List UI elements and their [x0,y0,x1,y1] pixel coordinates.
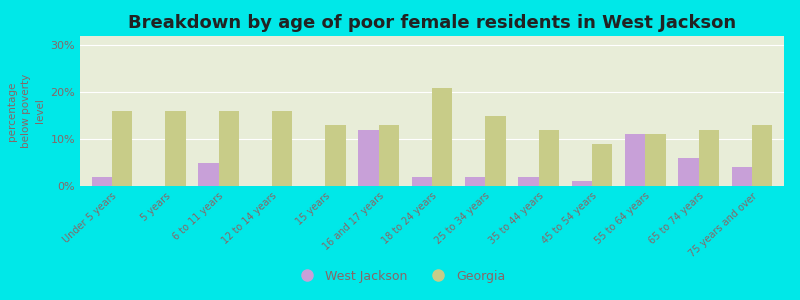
Bar [112,111,132,186]
Bar [698,130,719,186]
Bar [378,125,399,186]
Bar [538,130,559,186]
Bar [465,177,486,186]
Bar [272,111,292,186]
Bar [732,167,752,186]
Bar [218,111,239,186]
Bar [198,163,218,186]
Bar [486,116,506,186]
Bar [572,181,592,186]
Bar [92,177,112,186]
Y-axis label: percentage
below poverty
level: percentage below poverty level [7,74,45,148]
Bar [592,144,612,186]
Bar [326,125,346,186]
Title: Breakdown by age of poor female residents in West Jackson: Breakdown by age of poor female resident… [128,14,736,32]
Bar [358,130,378,186]
Bar [752,125,772,186]
Bar [678,158,698,186]
Legend: West Jackson, Georgia: West Jackson, Georgia [290,265,510,288]
Bar [625,134,646,186]
Bar [412,177,432,186]
Bar [646,134,666,186]
Bar [432,88,452,186]
Bar [518,177,538,186]
Bar [166,111,186,186]
